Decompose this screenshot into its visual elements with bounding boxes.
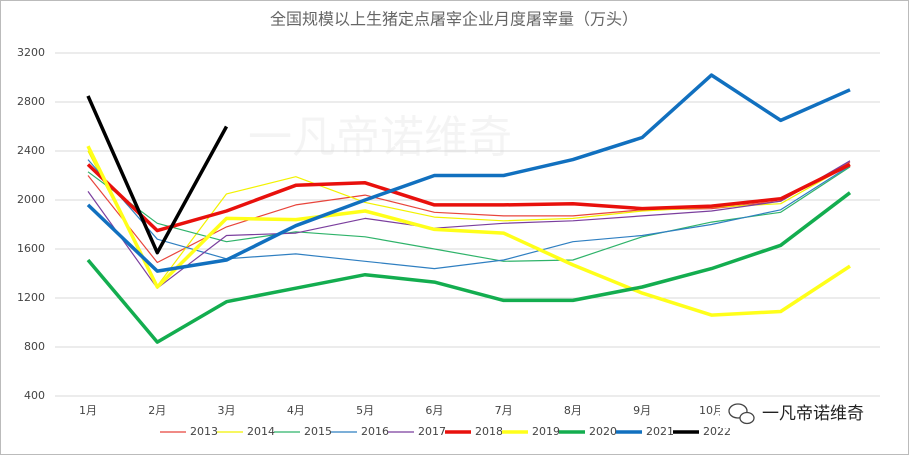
legend-label: 2015 xyxy=(304,425,332,438)
legend-label: 2013 xyxy=(190,425,218,438)
wechat-icon xyxy=(739,411,755,425)
legend-label: 2019 xyxy=(532,425,560,438)
legend-label: 2018 xyxy=(475,425,503,438)
x-tick-label: 8月 xyxy=(564,404,582,417)
plot: 400 800 1200 1600 2000 2400 2800 3200 1月 2月 3月 4月 5月… xyxy=(17,46,880,438)
y-tick-label: 400 xyxy=(24,389,45,402)
y-tick-label: 3200 xyxy=(17,46,45,59)
x-tick-label: 9月 xyxy=(633,404,651,417)
x-tick-label: 5月 xyxy=(356,404,374,417)
series-line xyxy=(86,191,852,344)
y-tick-label: 2000 xyxy=(17,193,45,206)
x-tick-label: 1月 xyxy=(79,404,97,417)
x-tick-label: 10月 xyxy=(699,404,724,417)
series-line xyxy=(87,160,851,289)
series-line xyxy=(86,145,851,317)
series-line xyxy=(87,150,851,287)
watermark-logo: 一凡帝诺维奇 xyxy=(720,398,890,428)
series-line xyxy=(87,159,851,270)
x-tick-label: 4月 xyxy=(287,404,305,417)
legend-label: 2022 xyxy=(703,425,731,438)
x-tick-label: 3月 xyxy=(218,404,236,417)
series-line xyxy=(86,162,851,233)
wechat-icon xyxy=(728,403,748,419)
series-line xyxy=(87,161,851,264)
legend-label: 2017 xyxy=(418,425,446,438)
y-tick-label: 2800 xyxy=(17,95,45,108)
series-line xyxy=(86,95,229,255)
watermark-text: 一凡帝诺维奇 xyxy=(762,404,864,424)
legend-label: 2016 xyxy=(361,425,389,438)
watermark-faint: 一凡帝诺维奇 xyxy=(248,112,512,163)
y-tick-label: 800 xyxy=(24,340,45,353)
legend-label: 2021 xyxy=(646,425,674,438)
chart-title: 全国规模以上生猪定点屠宰企业月度屠宰量（万头） xyxy=(270,10,638,29)
y-tick-label: 1200 xyxy=(17,291,45,304)
x-tick-label: 6月 xyxy=(425,404,443,417)
series-line xyxy=(86,73,851,273)
series-line xyxy=(87,166,851,262)
x-tick-label: 2月 xyxy=(148,404,166,417)
legend-label: 2014 xyxy=(247,425,275,438)
y-tick-label: 1600 xyxy=(17,242,45,255)
legend-label: 2020 xyxy=(589,425,617,438)
y-tick-label: 2400 xyxy=(17,144,45,157)
x-tick-label: 7月 xyxy=(495,404,513,417)
